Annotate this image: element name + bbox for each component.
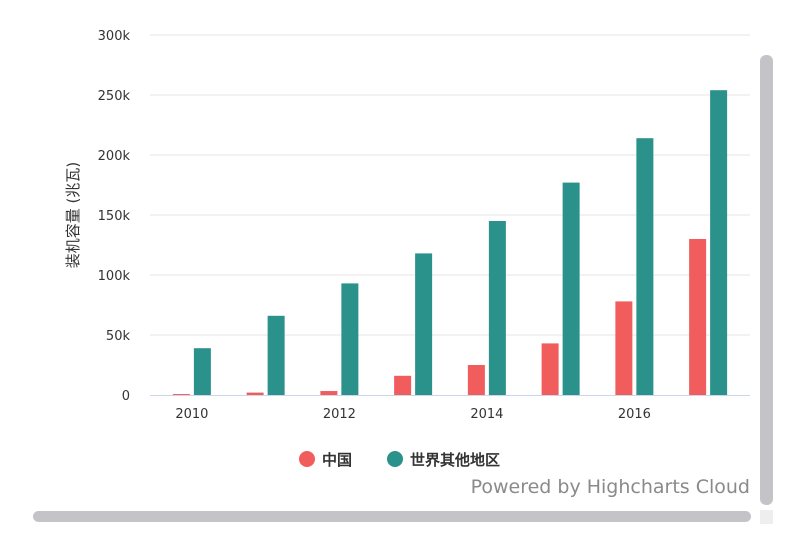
bar[interactable] <box>193 348 211 395</box>
legend: 中国 世界其他地区 <box>299 451 500 469</box>
bar[interactable] <box>172 394 190 395</box>
bar[interactable] <box>467 365 485 395</box>
bar[interactable] <box>415 253 433 395</box>
bar[interactable] <box>394 375 412 395</box>
bar[interactable] <box>267 315 285 395</box>
legend-item[interactable]: 中国 <box>299 451 352 469</box>
bar[interactable] <box>541 343 559 395</box>
legend-label: 中国 <box>322 451 352 469</box>
bar[interactable] <box>246 392 264 395</box>
y-tick-label: 50k <box>106 329 131 344</box>
y-tick-label: 200k <box>98 149 131 164</box>
legend-item[interactable]: 世界其他地区 <box>387 451 500 469</box>
y-tick-label: 300k <box>98 29 131 44</box>
horizontal-scrollbar[interactable] <box>33 511 751 522</box>
credits-link[interactable]: Powered by Highcharts Cloud <box>471 476 750 498</box>
bar[interactable] <box>488 221 506 395</box>
vertical-scrollbar[interactable] <box>760 55 773 505</box>
x-tick-label: 2014 <box>470 407 503 422</box>
y-axis-title: 装机容量 (兆瓦) <box>64 162 82 268</box>
bars <box>172 90 728 395</box>
legend-marker <box>387 451 403 467</box>
legend-label: 世界其他地区 <box>410 451 500 469</box>
bar[interactable] <box>320 391 338 395</box>
grid-lines <box>150 34 750 336</box>
x-tick-label: 2016 <box>618 407 651 422</box>
bar[interactable] <box>562 182 580 395</box>
x-tick-label: 2012 <box>323 407 356 422</box>
y-tick-label: 150k <box>98 209 131 224</box>
y-tick-label: 0 <box>122 389 130 404</box>
bar[interactable] <box>710 90 728 395</box>
x-axis-ticks: 2010 2012 2014 2016 <box>175 407 651 422</box>
bar[interactable] <box>615 301 633 395</box>
scrollbar-corner <box>760 510 773 524</box>
bar[interactable] <box>341 283 359 395</box>
bar[interactable] <box>689 239 707 395</box>
bar[interactable] <box>636 138 654 395</box>
legend-marker <box>299 451 315 467</box>
x-tick-label: 2010 <box>175 407 208 422</box>
y-tick-label: 100k <box>98 269 131 284</box>
y-axis-ticks: 0 50k 100k 150k 200k 250k 300k <box>98 29 131 404</box>
y-tick-label: 250k <box>98 89 131 104</box>
